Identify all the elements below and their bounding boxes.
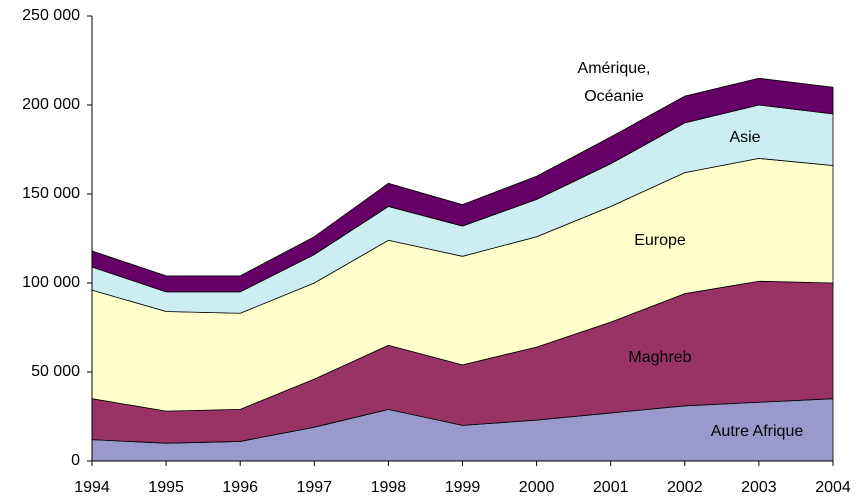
series-label: Europe (634, 232, 686, 249)
series-label: Amérique, Océanie (577, 60, 651, 105)
x-tick-label: 2003 (741, 479, 777, 496)
x-tick-label: 2004 (815, 479, 851, 496)
x-tick-label: 1999 (445, 479, 481, 496)
x-tick-label: 1996 (222, 479, 258, 496)
x-tick-label: 2001 (593, 479, 629, 496)
series-label: Asie (729, 129, 761, 146)
area (91, 77, 834, 293)
x-tick-label: 1995 (148, 479, 184, 496)
y-tick-label: 100 000 (22, 274, 80, 291)
y-tick-label: 250 000 (22, 7, 80, 24)
y-tick-label: 150 000 (22, 185, 80, 202)
series-label: Autre Afrique (710, 423, 804, 440)
y-tick-label: 200 000 (22, 96, 80, 113)
x-tick-label: 1997 (297, 479, 333, 496)
x-tick-label: 1998 (371, 479, 407, 496)
y-tick-label: 50 000 (31, 363, 80, 380)
series-label: Maghreb (628, 349, 692, 366)
x-tick-label: 2000 (519, 479, 555, 496)
x-tick-label: 1994 (74, 479, 110, 496)
y-tick-label: 0 (71, 452, 80, 469)
x-tick-label: 2002 (667, 479, 703, 496)
